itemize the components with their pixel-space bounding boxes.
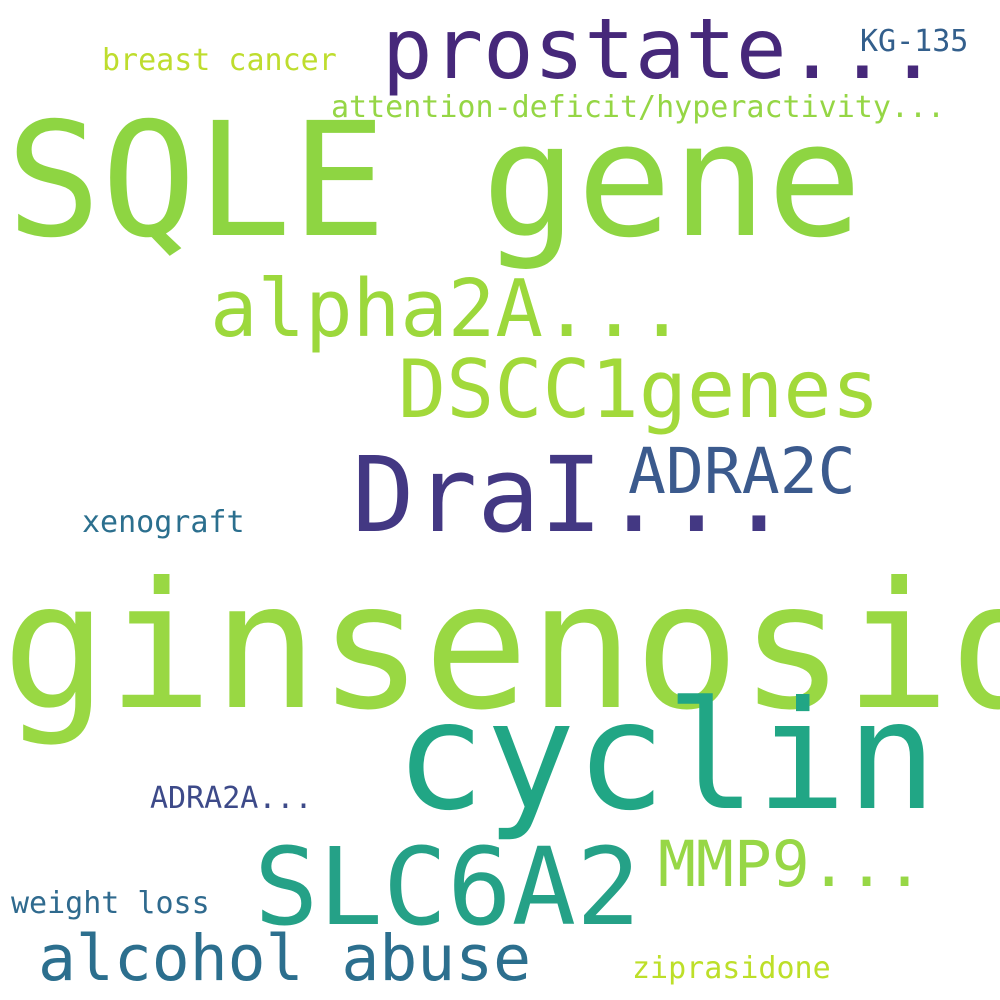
word-xenograft: xenograft <box>82 505 245 540</box>
word-breast-cancer: breast cancer <box>102 43 337 78</box>
word-ziprasidone: ziprasidone <box>632 951 831 986</box>
word-weight-loss: weight loss <box>11 886 210 921</box>
word-alpha2a: alpha2A... <box>210 263 686 355</box>
word-slc6a2: SLC6A2 <box>254 826 641 950</box>
word-drai: DraI... <box>352 434 791 556</box>
word-adra2a: ADRA2A... <box>150 781 313 816</box>
word-cyclin: cyclin <box>395 670 937 844</box>
word-prostate: prostate... <box>382 0 939 98</box>
word-attention-deficit: attention-deficit/hyperactivity... <box>331 90 946 125</box>
word-ginsenosides: ginsenosides <box>2 546 1000 749</box>
word-alcohol-abuse: alcohol abuse <box>38 922 532 995</box>
word-kg-135: KG-135 <box>860 24 969 59</box>
word-mmp9: MMP9... <box>658 828 924 901</box>
word-adra2c: ADRA2C <box>628 435 856 508</box>
word-dscc1genes: DSCC1genes <box>398 343 880 436</box>
word-sqle-gene: SQLE gene <box>6 89 863 273</box>
